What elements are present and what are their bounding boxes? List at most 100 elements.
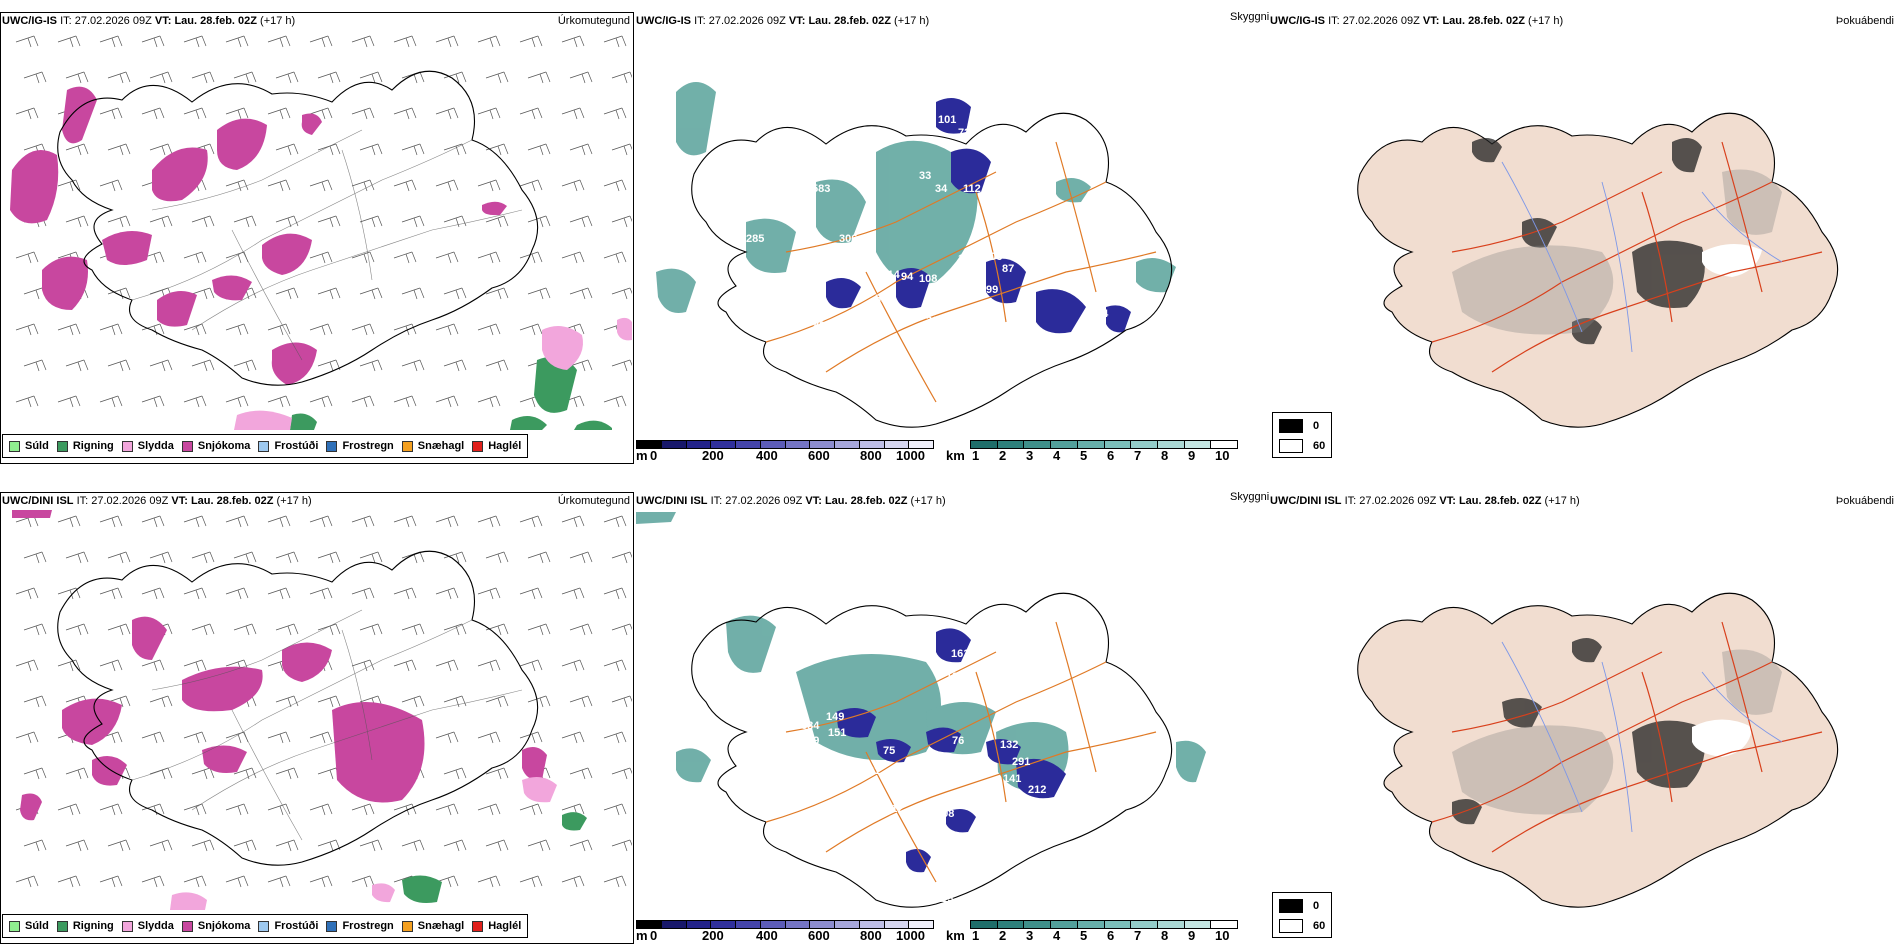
wind-barb xyxy=(141,659,165,672)
precip-legend-item: Súld xyxy=(9,440,49,452)
wind-barb xyxy=(519,515,543,528)
cloud-base-value: 101 xyxy=(938,114,956,126)
wind-barb xyxy=(519,875,543,888)
visibility-tick: 8 xyxy=(1161,928,1169,943)
cloud-base-value: 285 xyxy=(746,233,764,245)
colorbar-segment xyxy=(1157,921,1185,928)
wind-barb xyxy=(527,143,551,156)
wind-barb xyxy=(141,731,165,744)
colorbar-segment xyxy=(785,921,811,928)
wind-barb xyxy=(611,623,632,636)
wind-barb xyxy=(393,515,417,528)
fog-legend-row: 60 xyxy=(1279,439,1325,453)
cloud-base-value: 306 xyxy=(839,233,857,245)
precip-legend-swatch xyxy=(258,440,270,452)
valid-time-label: VT: xyxy=(154,15,172,27)
valid-time-label: VT: xyxy=(1439,495,1456,507)
iceland-land xyxy=(1357,592,1839,908)
colorbar-segment xyxy=(1157,441,1185,448)
wind-barb xyxy=(183,587,207,600)
wind-barb xyxy=(141,35,165,48)
cloud-base-tick-800: 800 xyxy=(860,928,882,943)
wind-barb xyxy=(477,515,501,528)
visibility-tick: 9 xyxy=(1188,928,1196,943)
precip-legend-label: Rigning xyxy=(72,920,114,932)
wind-barb xyxy=(611,287,632,300)
colorbar-segment xyxy=(884,921,910,928)
wind-barb xyxy=(183,35,207,48)
wind-barb xyxy=(275,767,299,780)
colorbar-segment xyxy=(736,921,761,928)
visibility-tick: 8 xyxy=(1161,448,1169,463)
cloud-base-value: 76 xyxy=(952,735,964,747)
wind-barb xyxy=(393,251,417,264)
wind-barb xyxy=(65,215,89,228)
cloud-base-value: 68 xyxy=(1046,817,1058,829)
wind-barb xyxy=(519,803,543,816)
visibility-unit: km xyxy=(946,928,965,943)
lead-time: (+17 h) xyxy=(894,15,930,27)
wind-barb xyxy=(561,659,585,672)
wind-barb xyxy=(65,767,89,780)
wind-barb xyxy=(149,143,173,156)
model-name: UWC/DINI ISL xyxy=(2,495,74,507)
wind-barb xyxy=(309,803,333,816)
cloud-base-value: 87 xyxy=(1002,263,1014,275)
sleet-areas xyxy=(234,317,632,430)
wind-barb xyxy=(401,215,425,228)
wind-barb xyxy=(233,767,257,780)
wind-barb xyxy=(527,215,551,228)
wind-barb xyxy=(351,875,375,888)
cloud-base-value: 225 xyxy=(976,644,994,656)
wind-barb xyxy=(359,287,383,300)
precip-type-legend: Súld Rigning Slydda Snjókoma Frostúði Frostre… xyxy=(2,434,529,458)
wind-barb xyxy=(183,323,207,336)
wind-barb xyxy=(267,395,291,408)
model-name: UWC/DINI ISL xyxy=(1270,495,1342,507)
wind-barb xyxy=(485,839,509,852)
wind-barb xyxy=(435,803,459,816)
precip-legend-label: Snjókoma xyxy=(197,440,251,452)
precip-legend-item: Slydda xyxy=(121,920,174,932)
init-time-value: 27.02.2026 09Z xyxy=(74,15,152,27)
wind-barb xyxy=(225,251,249,264)
rivers xyxy=(1501,161,1783,353)
wind-barb xyxy=(477,179,501,192)
roads xyxy=(131,609,523,841)
cloud-base-tick-0: 0 xyxy=(650,448,658,463)
precip-type-panel-top: UWC/IG-IS IT: 27.02.2026 09Z VT: Lau. 28… xyxy=(0,12,636,464)
wind-barb xyxy=(99,587,123,600)
colorbar-segment xyxy=(1077,441,1105,448)
wind-barb xyxy=(23,623,47,636)
wind-barb xyxy=(107,359,131,372)
wind-barb xyxy=(57,515,81,528)
wind-barb xyxy=(57,35,81,48)
visibility-tick: 6 xyxy=(1107,448,1115,463)
wind-barb xyxy=(401,143,425,156)
cloud-base-tick-1000: 1000 xyxy=(896,928,925,943)
wind-barb xyxy=(603,35,627,48)
wind-barb xyxy=(309,875,333,888)
cloud-base-value: 94 xyxy=(901,271,914,283)
cloud-base-value: 80 xyxy=(786,143,798,155)
colorbar-segment xyxy=(1131,441,1158,448)
colorbar-segment xyxy=(884,441,910,448)
colorbar-segment xyxy=(1024,441,1052,448)
wind-barb xyxy=(519,35,543,48)
model-name: UWC/DINI ISL xyxy=(636,495,708,507)
lead-time: (+17 h) xyxy=(1528,15,1564,27)
colorbar-segment xyxy=(1051,921,1078,928)
colorbar-segment xyxy=(997,921,1025,928)
fog-index-map xyxy=(1357,592,1839,908)
wind-barb xyxy=(393,35,417,48)
visibility-areas xyxy=(636,512,1206,793)
wind-barb xyxy=(359,551,383,564)
cloud-base-value: 226 xyxy=(1003,807,1021,819)
cloud-base-value: 72 xyxy=(958,127,970,139)
wind-barb xyxy=(183,515,207,528)
visibility-tick: 5 xyxy=(1080,448,1088,463)
wind-barb xyxy=(443,71,467,84)
wind-barb xyxy=(519,323,543,336)
wind-barb xyxy=(99,515,123,528)
